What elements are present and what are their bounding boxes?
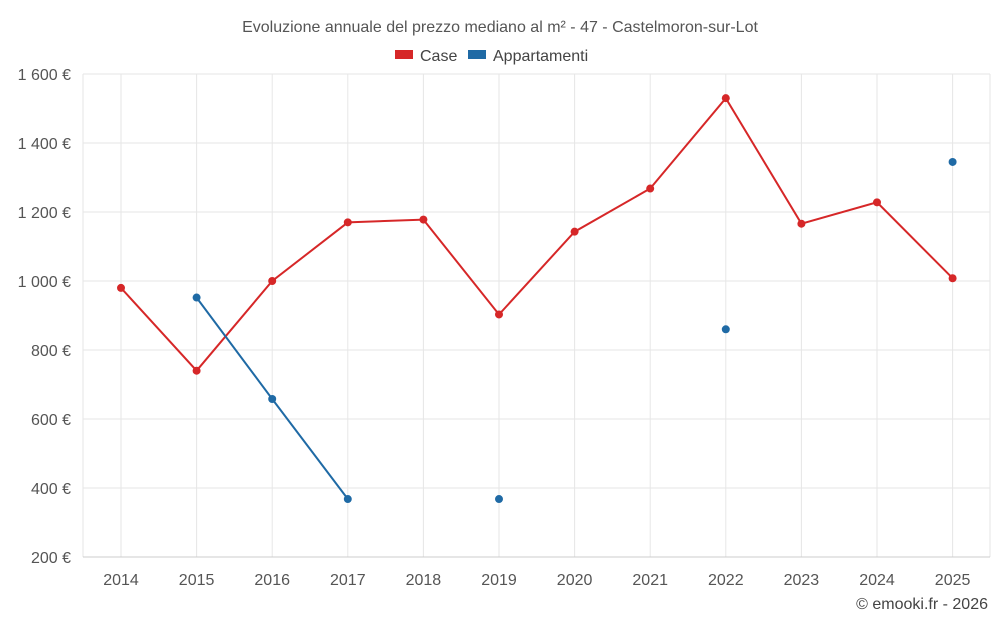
data-point-appartamenti[interactable]	[268, 394, 277, 403]
x-tick-label: 2018	[406, 572, 442, 589]
credit-text: © emooki.fr - 2026	[856, 596, 988, 613]
data-point-appartamenti[interactable]	[343, 495, 352, 504]
series-case	[117, 94, 957, 375]
x-tick-label: 2017	[330, 572, 366, 589]
data-point-case[interactable]	[646, 184, 655, 193]
legend-label-case[interactable]: Case	[420, 48, 457, 65]
x-tick-label: 2019	[481, 572, 517, 589]
legend-swatch-appartamenti	[468, 50, 486, 59]
x-tick-label: 2021	[632, 572, 668, 589]
x-tick-label: 2024	[859, 572, 895, 589]
y-tick-label: 800 €	[31, 343, 71, 360]
series-appartamenti	[192, 157, 957, 504]
y-axis: 200 € 400 € 600 € 800 € 1 000 € 1 200 € 1 400 …	[18, 67, 71, 567]
x-tick-label: 2020	[557, 572, 593, 589]
x-tick-label: 2015	[179, 572, 215, 589]
data-point-case[interactable]	[419, 215, 428, 224]
data-point-case[interactable]	[192, 366, 201, 375]
data-point-case[interactable]	[268, 277, 277, 285]
data-point-case[interactable]	[721, 94, 730, 103]
y-tick-label: 600 €	[31, 412, 71, 429]
y-tick-label: 200 €	[31, 550, 71, 567]
data-point-case[interactable]	[948, 274, 957, 283]
x-tick-label: 2014	[103, 572, 139, 589]
x-tick-label: 2016	[254, 572, 290, 589]
legend-swatch-case	[395, 50, 413, 59]
x-axis: 2014 2015 2016 2017 2018 2019 2020 2021 2022 2023…	[103, 572, 970, 589]
data-point-case[interactable]	[117, 283, 125, 292]
y-tick-label: 1 200 €	[18, 205, 71, 222]
data-point-case[interactable]	[873, 198, 881, 207]
data-point-case[interactable]	[797, 219, 806, 228]
legend-label-appartamenti[interactable]: Appartamenti	[493, 48, 588, 65]
grid	[82, 73, 991, 558]
x-tick-label: 2022	[708, 572, 744, 589]
data-point-appartamenti[interactable]	[192, 293, 201, 302]
y-tick-label: 1 600 €	[18, 67, 71, 84]
data-point-case[interactable]	[343, 218, 352, 227]
data-point-appartamenti[interactable]	[721, 325, 730, 334]
y-tick-label: 1 000 €	[18, 274, 71, 291]
y-tick-label: 400 €	[31, 481, 71, 498]
y-tick-label: 1 400 €	[18, 136, 71, 153]
x-tick-label: 2023	[784, 572, 820, 589]
chart-title: Evoluzione annuale del prezzo mediano al…	[242, 19, 758, 36]
legend: Case Appartamenti	[395, 48, 588, 65]
data-point-case[interactable]	[495, 310, 503, 319]
data-point-case[interactable]	[570, 227, 579, 236]
x-tick-label: 2025	[935, 572, 971, 589]
data-point-appartamenti[interactable]	[495, 495, 503, 504]
data-point-appartamenti[interactable]	[948, 157, 957, 166]
series-line-case	[120, 96, 954, 373]
series-group	[117, 94, 957, 504]
